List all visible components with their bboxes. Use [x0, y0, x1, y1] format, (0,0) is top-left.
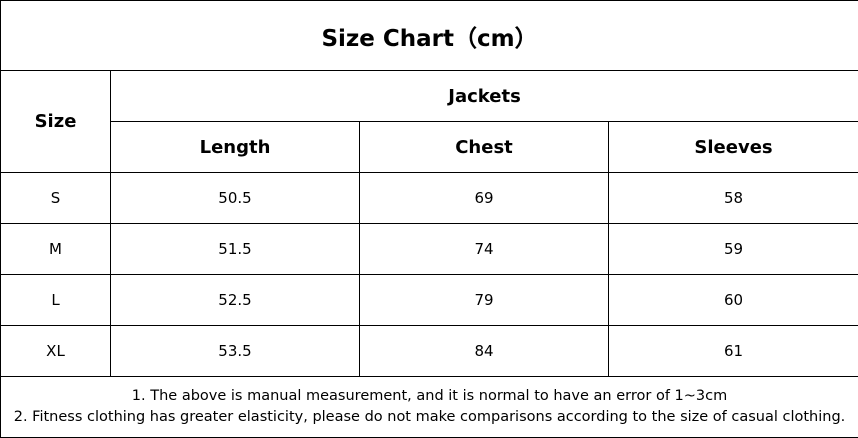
note-2: 2. Fitness clothing has greater elastici… [1, 407, 858, 428]
size-cell: XL [1, 326, 111, 377]
length-cell: 50.5 [111, 173, 360, 224]
chart-title: Size Chart（cm） [1, 1, 858, 71]
column-header-length: Length [111, 122, 360, 173]
group-header: Jackets [111, 71, 858, 122]
table-row: L 52.5 79 60 [1, 275, 858, 326]
sleeves-cell: 58 [609, 173, 858, 224]
length-cell: 53.5 [111, 326, 360, 377]
table-row: XL 53.5 84 61 [1, 326, 858, 377]
column-header-sleeves: Sleeves [609, 122, 858, 173]
sleeves-cell: 61 [609, 326, 858, 377]
column-header-chest: Chest [360, 122, 609, 173]
table-row: S 50.5 69 58 [1, 173, 858, 224]
chest-cell: 79 [360, 275, 609, 326]
size-cell: S [1, 173, 111, 224]
chest-cell: 74 [360, 224, 609, 275]
chest-cell: 69 [360, 173, 609, 224]
length-cell: 51.5 [111, 224, 360, 275]
notes: 1. The above is manual measurement, and … [1, 377, 858, 438]
length-cell: 52.5 [111, 275, 360, 326]
size-header: Size [1, 71, 111, 173]
note-1: 1. The above is manual measurement, and … [1, 386, 858, 407]
size-cell: L [1, 275, 111, 326]
sleeves-cell: 59 [609, 224, 858, 275]
chest-cell: 84 [360, 326, 609, 377]
table-row: M 51.5 74 59 [1, 224, 858, 275]
size-cell: M [1, 224, 111, 275]
sleeves-cell: 60 [609, 275, 858, 326]
